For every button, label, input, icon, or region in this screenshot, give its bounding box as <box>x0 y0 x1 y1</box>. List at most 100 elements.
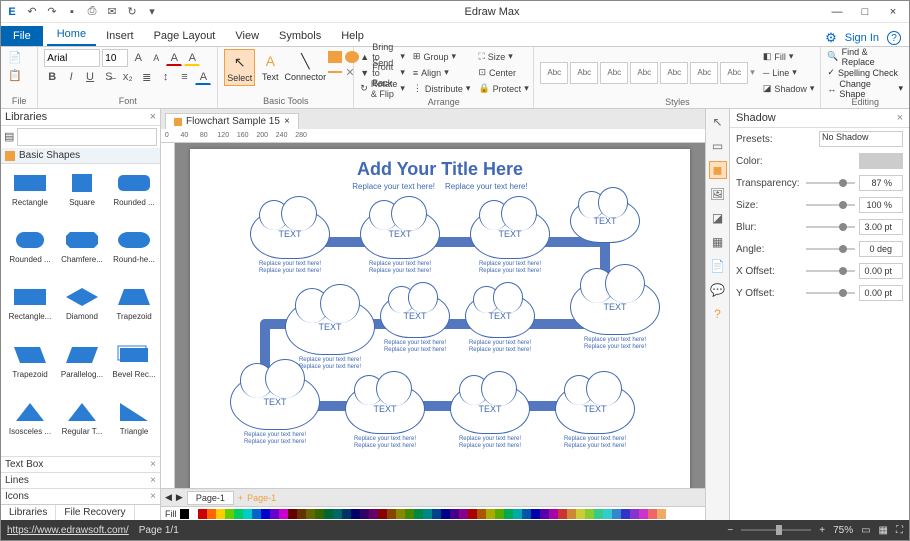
color-swatch[interactable] <box>450 509 459 519</box>
size-slider[interactable] <box>806 204 855 206</box>
tab-home[interactable]: Home <box>47 24 96 46</box>
shape-7[interactable]: Diamond <box>57 282 107 337</box>
shape-8[interactable]: Trapezoid <box>109 282 159 337</box>
color-swatch[interactable] <box>648 509 657 519</box>
increase-font-icon[interactable]: A <box>130 50 146 66</box>
color-swatch[interactable] <box>558 509 567 519</box>
color-swatch[interactable] <box>180 509 189 519</box>
page-tab-1[interactable]: Page-1 <box>187 491 234 505</box>
color-swatch[interactable] <box>315 509 324 519</box>
color-swatch[interactable] <box>369 509 378 519</box>
color-swatch[interactable] <box>486 509 495 519</box>
textfx-button[interactable]: A <box>195 69 211 85</box>
shape-2[interactable]: Rounded ... <box>109 168 159 223</box>
shape-rect-icon[interactable] <box>328 51 342 63</box>
page-next-icon[interactable]: ▶ <box>176 492 183 503</box>
help-icon[interactable]: ? <box>887 31 901 45</box>
color-swatch[interactable] <box>549 509 558 519</box>
transparency-slider[interactable] <box>806 182 855 184</box>
yoffset-value[interactable]: 0.00 pt <box>859 285 903 301</box>
linespace-button[interactable]: ↕ <box>158 69 174 85</box>
style-preset-2[interactable]: Abc <box>570 62 598 84</box>
zoom-in-icon[interactable]: + <box>819 525 825 536</box>
angle-value[interactable]: 0 deg <box>859 241 903 257</box>
shadow-tool-icon[interactable]: ◪ <box>709 209 727 227</box>
color-swatch[interactable] <box>612 509 621 519</box>
cloud-11[interactable]: TEXTReplace your text here!Replace your … <box>555 384 635 450</box>
zoom-out-icon[interactable]: − <box>727 525 733 536</box>
document-tab[interactable]: Flowchart Sample 15× <box>165 113 299 129</box>
yoffset-slider[interactable] <box>806 292 855 294</box>
tab-insert[interactable]: Insert <box>96 26 144 46</box>
shape-1[interactable]: Square <box>57 168 107 223</box>
zoom-slider[interactable] <box>741 529 811 531</box>
color-swatch[interactable] <box>594 509 603 519</box>
color-swatch[interactable] <box>351 509 360 519</box>
color-swatch[interactable] <box>567 509 576 519</box>
styles-more-icon[interactable]: ▾ <box>750 67 755 78</box>
group-button[interactable]: ⊞Group▾ <box>413 49 471 64</box>
color-swatch[interactable] <box>378 509 387 519</box>
color-swatch[interactable] <box>333 509 342 519</box>
color-swatch[interactable] <box>513 509 522 519</box>
color-swatch[interactable] <box>603 509 612 519</box>
color-swatch[interactable] <box>279 509 288 519</box>
view-mode-2-icon[interactable]: ▦ <box>879 525 888 536</box>
icons-section[interactable]: Icons× <box>1 488 160 504</box>
shadow-button[interactable]: ◪Shadow▾ <box>763 81 815 96</box>
cloud-0[interactable]: TEXTReplace your text here!Replace your … <box>250 209 330 275</box>
color-swatch[interactable] <box>441 509 450 519</box>
cloud-9[interactable]: TEXTReplace your text here!Replace your … <box>345 384 425 450</box>
qat-redo-icon[interactable]: ↷ <box>45 5 59 19</box>
color-swatch[interactable] <box>243 509 252 519</box>
angle-slider[interactable] <box>806 248 855 250</box>
color-swatch[interactable] <box>261 509 270 519</box>
textbox-section[interactable]: Text Box× <box>1 456 160 472</box>
cloud-3[interactable]: TEXT <box>570 199 640 243</box>
color-swatch[interactable] <box>234 509 243 519</box>
color-swatch[interactable] <box>630 509 639 519</box>
color-swatch[interactable] <box>414 509 423 519</box>
select-tool[interactable]: ↖Select <box>224 49 255 86</box>
color-swatch[interactable] <box>288 509 297 519</box>
shape-0[interactable]: Rectangle <box>5 168 55 223</box>
page-add-icon[interactable]: + <box>238 493 243 503</box>
shape-6[interactable]: Rectangle... <box>5 282 55 337</box>
page-prev-icon[interactable]: ◀ <box>165 492 172 503</box>
status-url[interactable]: https://www.edrawsoft.com/ <box>7 525 129 536</box>
qat-save-icon[interactable]: ▪ <box>65 5 79 19</box>
shape-10[interactable]: Parallelog... <box>57 340 107 395</box>
color-swatch[interactable] <box>459 509 468 519</box>
cloud-5[interactable]: TEXTReplace your text here!Replace your … <box>465 294 535 354</box>
cloud-7[interactable]: TEXTReplace your text here!Replace your … <box>285 299 375 371</box>
color-swatch[interactable] <box>387 509 396 519</box>
blur-slider[interactable] <box>806 226 855 228</box>
color-swatch[interactable] <box>198 509 207 519</box>
color-swatch[interactable] <box>540 509 549 519</box>
color-swatch[interactable] <box>216 509 225 519</box>
xoffset-slider[interactable] <box>806 270 855 272</box>
close-button[interactable]: × <box>881 3 905 21</box>
color-swatch[interactable] <box>342 509 351 519</box>
color-swatch[interactable] <box>432 509 441 519</box>
color-swatch[interactable] <box>423 509 432 519</box>
color-swatch[interactable] <box>504 509 513 519</box>
underline-button[interactable]: U <box>82 69 98 85</box>
strike-button[interactable]: S̶ <box>101 69 117 85</box>
sign-in-link[interactable]: Sign In <box>845 32 879 44</box>
shape-9[interactable]: Trapezoid <box>5 340 55 395</box>
cloud-2[interactable]: TEXTReplace your text here!Replace your … <box>470 209 550 275</box>
layers-tool-icon[interactable]: ▦ <box>709 233 727 251</box>
tab-close-icon[interactable]: × <box>284 116 290 127</box>
color-swatch[interactable] <box>225 509 234 519</box>
connector-tool[interactable]: ╲Connector <box>285 49 325 84</box>
color-swatch[interactable] <box>405 509 414 519</box>
color-swatch[interactable] <box>477 509 486 519</box>
color-swatch[interactable] <box>297 509 306 519</box>
shape-4[interactable]: Chamfere... <box>57 225 107 280</box>
find-replace-button[interactable]: 🔍Find & Replace <box>827 49 903 64</box>
minimize-button[interactable]: — <box>825 3 849 21</box>
style-preset-7[interactable]: Abc <box>720 62 748 84</box>
color-swatch[interactable] <box>252 509 261 519</box>
shape-3[interactable]: Rounded ... <box>5 225 55 280</box>
